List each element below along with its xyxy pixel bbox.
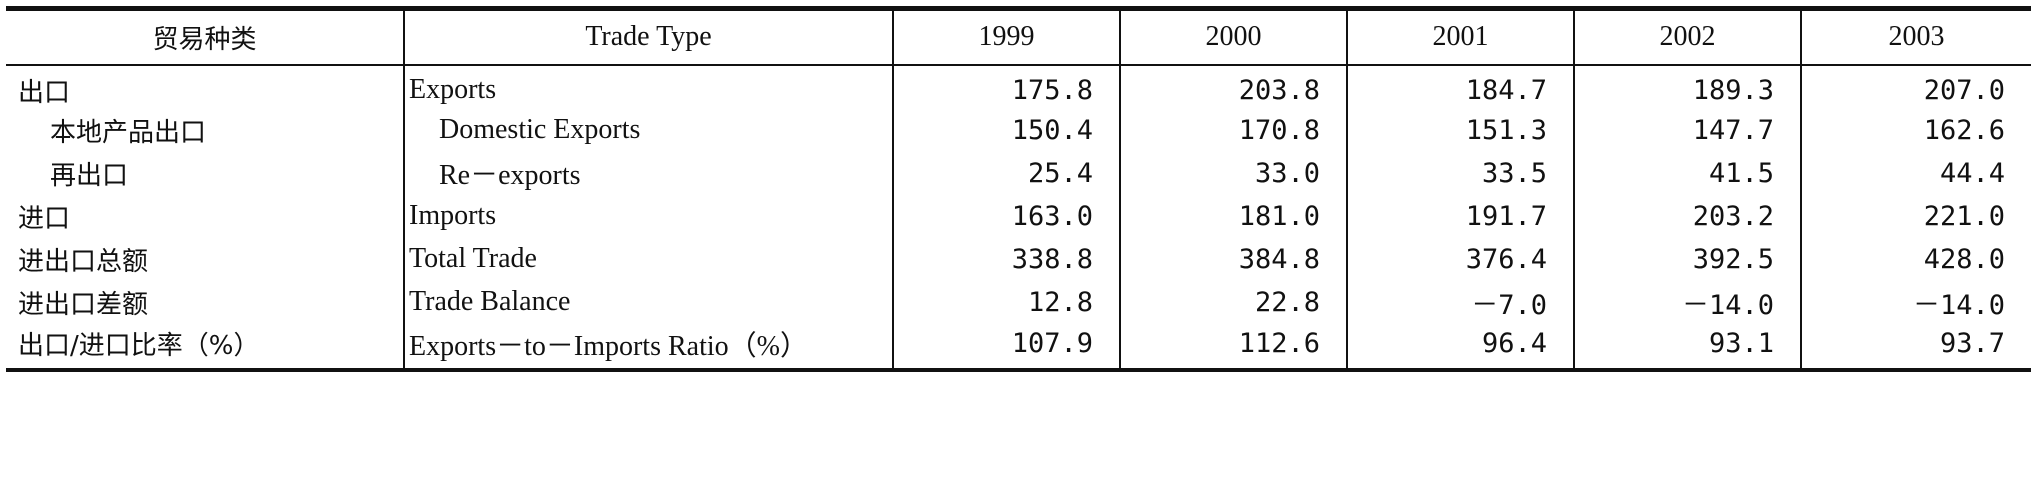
cell-2001: 151.3	[1346, 108, 1574, 152]
trade-statistics-table: 贸易种类 Trade Type 1999 2000 2001 2002 2003…	[6, 6, 2031, 372]
cell-1999: 25.4	[892, 151, 1120, 195]
cell-2000: 33.0	[1119, 151, 1347, 195]
cell-2002: 93.1	[1573, 323, 1801, 372]
cell-2002: 41.5	[1573, 151, 1801, 195]
trade-table-container: 贸易种类 Trade Type 1999 2000 2001 2002 2003…	[6, 6, 2031, 372]
row-label-en: Exports	[403, 64, 893, 109]
cell-2000: 203.8	[1119, 64, 1347, 109]
cell-2002: 203.2	[1573, 194, 1801, 238]
header-row: 贸易种类 Trade Type 1999 2000 2001 2002 2003	[6, 6, 2031, 66]
header-year-2000: 2000	[1119, 6, 1347, 66]
cell-2002: 189.3	[1573, 64, 1801, 109]
cell-2002: 147.7	[1573, 108, 1801, 152]
cell-1999: 107.9	[892, 323, 1120, 372]
table-row-imports: 进口 Imports 163.0 181.0 191.7 203.2 221.0	[6, 194, 2031, 238]
cell-2003: －14.0	[1800, 280, 2031, 324]
row-label-cn: 进出口差额	[18, 289, 149, 320]
cell-2002: －14.0	[1573, 280, 1801, 324]
table-row-re-exports: 再出口 Re－exports 25.4 33.0 33.5 41.5 44.4	[6, 151, 2031, 195]
cell-2000: 384.8	[1119, 237, 1347, 281]
cell-2000: 181.0	[1119, 194, 1347, 238]
row-label-en: Domestic Exports	[403, 108, 893, 152]
header-year-1999: 1999	[892, 6, 1120, 66]
row-label-cn: 出口/进口比率（%）	[6, 323, 404, 372]
cell-2002: 392.5	[1573, 237, 1801, 281]
row-label-en: Re－exports	[403, 151, 893, 195]
header-year-2002: 2002	[1573, 6, 1801, 66]
row-label-en: Exports－to－Imports Ratio（%）	[403, 323, 893, 372]
cell-2003: 44.4	[1800, 151, 2031, 195]
cell-1999: 175.8	[892, 64, 1120, 109]
cell-2000: 170.8	[1119, 108, 1347, 152]
table-row-total-trade: 进出口总额 Total Trade 338.8 384.8 376.4 392.…	[6, 237, 2031, 281]
cell-2000: 112.6	[1119, 323, 1347, 372]
cell-2001: 191.7	[1346, 194, 1574, 238]
row-label-cn: 出口	[18, 77, 71, 108]
cell-2001: －7.0	[1346, 280, 1574, 324]
cell-2003: 162.6	[1800, 108, 2031, 152]
table-body: 出口 Exports 175.8 203.8 184.7 189.3 207.0…	[6, 64, 2031, 372]
table-header: 贸易种类 Trade Type 1999 2000 2001 2002 2003	[6, 6, 2031, 66]
cell-2001: 376.4	[1346, 237, 1574, 281]
cell-2003: 221.0	[1800, 194, 2031, 238]
cell-2001: 184.7	[1346, 64, 1574, 109]
table-row-trade-balance: 进出口差额 Trade Balance 12.8 22.8 －7.0 －14.0…	[6, 280, 2031, 324]
cell-2000: 22.8	[1119, 280, 1347, 324]
header-trade-type-cn: 贸易种类	[6, 6, 404, 66]
cell-2003: 207.0	[1800, 64, 2031, 109]
header-year-2003: 2003	[1800, 6, 2031, 66]
cell-1999: 338.8	[892, 237, 1120, 281]
header-trade-type-en: Trade Type	[403, 6, 893, 66]
header-year-2001: 2001	[1346, 6, 1574, 66]
row-label-cn: 进口	[18, 203, 71, 234]
table-row-export-import-ratio: 出口/进口比率（%） Exports－to－Imports Ratio（%） 1…	[6, 323, 2031, 372]
cell-2001: 33.5	[1346, 151, 1574, 195]
row-label-en: Trade Balance	[403, 280, 893, 324]
cell-1999: 150.4	[892, 108, 1120, 152]
cell-1999: 163.0	[892, 194, 1120, 238]
cell-2001: 96.4	[1346, 323, 1574, 372]
row-label-en: Imports	[403, 194, 893, 238]
cell-1999: 12.8	[892, 280, 1120, 324]
row-label-cn: 再出口	[50, 160, 129, 191]
cell-2003: 93.7	[1800, 323, 2031, 372]
cell-2003: 428.0	[1800, 237, 2031, 281]
row-label-cn: 本地产品出口	[50, 117, 207, 148]
row-label-cn: 进出口总额	[18, 246, 149, 277]
table-row-exports: 出口 Exports 175.8 203.8 184.7 189.3 207.0	[6, 64, 2031, 109]
table-row-domestic-exports: 本地产品出口 Domestic Exports 150.4 170.8 151.…	[6, 108, 2031, 152]
row-label-en: Total Trade	[403, 237, 893, 281]
